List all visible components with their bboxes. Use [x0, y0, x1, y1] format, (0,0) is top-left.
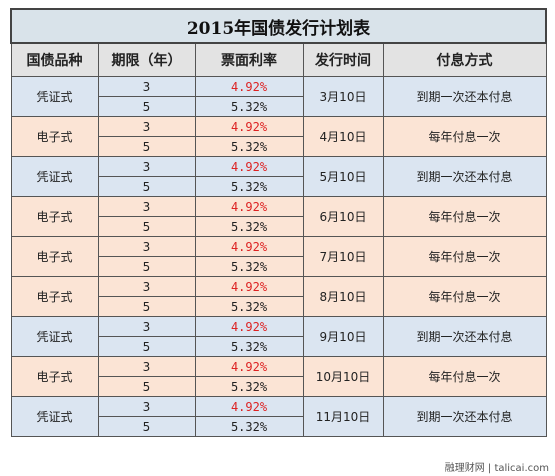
payment-method: 每年付息一次 — [382, 116, 547, 157]
table-row: 电子式 3 4.92% 6月10日 每年付息一次 — [10, 196, 547, 237]
table-row: 5 5.32% — [11, 216, 546, 237]
payment-method: 到期一次还本付息 — [382, 76, 547, 117]
term-value: 5 — [97, 336, 196, 357]
bond-kind: 电子式 — [10, 276, 99, 317]
issue-date: 5月10日 — [302, 156, 384, 197]
table-row: 5 5.32% — [11, 296, 546, 317]
table-row: 凭证式 3 4.92% 11月10日 到期一次还本付息 — [10, 396, 547, 437]
rate-value: 5.32% — [194, 296, 304, 317]
rate-value: 5.32% — [194, 216, 304, 237]
table-row: 凭证式 3 4.92% 5月10日 到期一次还本付息 — [10, 156, 547, 197]
header-kind: 国债品种 — [10, 42, 99, 77]
term-value: 5 — [97, 416, 196, 437]
rate-value: 4.92% — [194, 396, 304, 417]
term-value: 3 — [97, 236, 196, 257]
bond-kind: 电子式 — [10, 196, 99, 237]
header-date: 发行时间 — [302, 42, 384, 77]
issue-date: 11月10日 — [302, 396, 384, 437]
table-row: 电子式 3 4.92% 10月10日 每年付息一次 — [10, 356, 547, 397]
issue-date: 9月10日 — [302, 316, 384, 357]
term-value: 3 — [97, 396, 196, 417]
rate-value: 5.32% — [194, 336, 304, 357]
rate-value: 5.32% — [194, 416, 304, 437]
term-value: 3 — [97, 356, 196, 377]
header-payment: 付息方式 — [382, 42, 547, 77]
table-row: 凭证式 3 4.92% 9月10日 到期一次还本付息 — [10, 316, 547, 357]
table-title: 2015年国债发行计划表 — [9, 8, 548, 44]
header-term: 期限（年） — [97, 42, 196, 77]
rate-value: 4.92% — [194, 196, 304, 217]
bond-kind: 凭证式 — [10, 76, 99, 117]
bond-kind: 电子式 — [10, 116, 99, 157]
rate-value: 4.92% — [194, 236, 304, 257]
issue-date: 10月10日 — [302, 356, 384, 397]
table-row: 5 5.32% — [11, 376, 546, 397]
bond-kind: 凭证式 — [10, 316, 99, 357]
payment-method: 每年付息一次 — [382, 196, 547, 237]
payment-method: 到期一次还本付息 — [382, 316, 547, 357]
rate-value: 5.32% — [194, 256, 304, 277]
payment-method: 每年付息一次 — [382, 356, 547, 397]
rate-value: 4.92% — [194, 316, 304, 337]
term-value: 5 — [97, 296, 196, 317]
rate-value: 5.32% — [194, 376, 304, 397]
term-value: 5 — [97, 176, 196, 197]
table-row: 5 5.32% — [11, 336, 546, 357]
term-value: 3 — [97, 156, 196, 177]
table-row: 凭证式 3 4.92% 3月10日 到期一次还本付息 — [10, 76, 547, 117]
term-value: 3 — [97, 196, 196, 217]
table-row: 电子式 3 4.92% 4月10日 每年付息一次 — [10, 116, 547, 157]
table-row: 5 5.32% — [11, 96, 546, 117]
rate-value: 4.92% — [194, 156, 304, 177]
rate-value: 5.32% — [194, 136, 304, 157]
bond-table: 2015年国债发行计划表 国债品种 期限（年） 票面利率 发行时间 付息方式 凭… — [9, 8, 548, 437]
payment-method: 到期一次还本付息 — [382, 396, 547, 437]
term-value: 5 — [97, 216, 196, 237]
table-row: 5 5.32% — [11, 256, 546, 277]
table-row: 电子式 3 4.92% 8月10日 每年付息一次 — [10, 276, 547, 317]
payment-method: 每年付息一次 — [382, 276, 547, 317]
payment-method: 到期一次还本付息 — [382, 156, 547, 197]
bond-kind: 凭证式 — [10, 156, 99, 197]
footer-watermark: 融理财网 | talicai.com — [444, 463, 549, 474]
table-row: 电子式 3 4.92% 7月10日 每年付息一次 — [10, 236, 547, 277]
header-rate: 票面利率 — [194, 42, 304, 77]
rate-value: 4.92% — [194, 276, 304, 297]
term-value: 5 — [97, 256, 196, 277]
table-body: 凭证式 3 4.92% 3月10日 到期一次还本付息 5 5.32% 电子式 3 4.92% 4月1… — [10, 76, 547, 437]
bond-schedule: 2015年国债发行计划表 国债品种 期限（年） 票面利率 发行时间 付息方式 凭… — [9, 8, 548, 437]
payment-method: 每年付息一次 — [382, 236, 547, 277]
bond-kind: 电子式 — [10, 236, 99, 277]
rate-value: 5.32% — [194, 96, 304, 117]
issue-date: 8月10日 — [302, 276, 384, 317]
rate-value: 4.92% — [194, 76, 304, 97]
issue-date: 6月10日 — [302, 196, 384, 237]
term-value: 3 — [97, 116, 196, 137]
term-value: 5 — [97, 136, 196, 157]
term-value: 3 — [97, 316, 196, 337]
bond-kind: 电子式 — [10, 356, 99, 397]
table-row: 5 5.32% — [11, 416, 546, 437]
term-value: 3 — [97, 276, 196, 297]
rate-value: 4.92% — [194, 356, 304, 377]
issue-date: 4月10日 — [302, 116, 384, 157]
rate-value: 5.32% — [194, 176, 304, 197]
term-value: 5 — [97, 376, 196, 397]
term-value: 3 — [97, 76, 196, 97]
issue-date: 7月10日 — [302, 236, 384, 277]
rate-value: 4.92% — [194, 116, 304, 137]
term-value: 5 — [97, 96, 196, 117]
header-row: 国债品种 期限（年） 票面利率 发行时间 付息方式 — [10, 42, 547, 77]
bond-kind: 凭证式 — [10, 396, 99, 437]
issue-date: 3月10日 — [302, 76, 384, 117]
